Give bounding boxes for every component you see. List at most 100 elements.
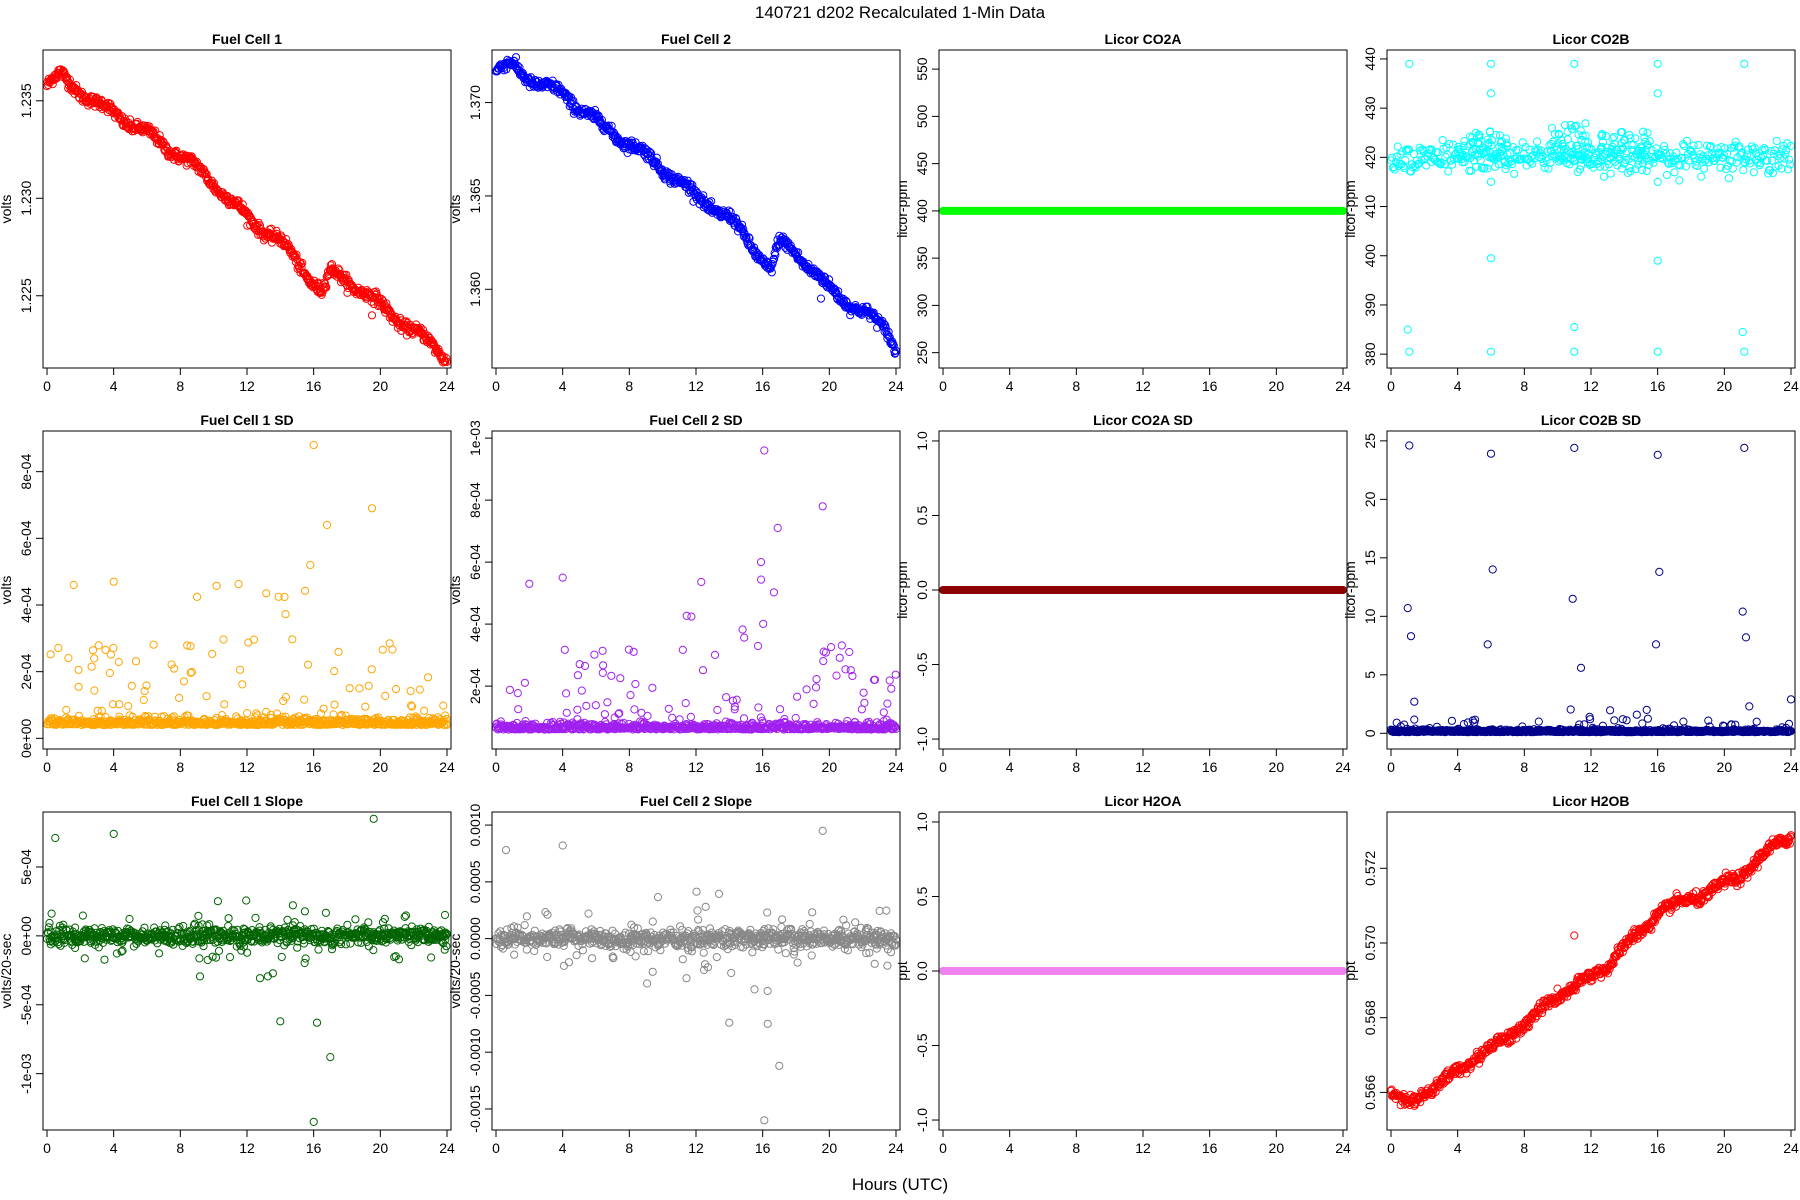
data-point xyxy=(1752,717,1761,726)
x-tick-label: 4 xyxy=(1454,378,1462,394)
data-point xyxy=(1560,156,1569,165)
x-tick-label: 20 xyxy=(1269,759,1285,775)
data-point xyxy=(883,699,892,708)
x-tick-label: 0 xyxy=(492,378,500,394)
data-point xyxy=(1561,144,1570,153)
data-point xyxy=(1445,140,1454,149)
data-point xyxy=(1659,142,1669,151)
data-point xyxy=(776,705,785,714)
data-point xyxy=(127,681,136,691)
data-point xyxy=(753,641,763,651)
data-point xyxy=(1557,135,1566,144)
x-tick-label: 8 xyxy=(1520,759,1528,775)
data-point xyxy=(93,706,102,715)
data-point xyxy=(364,681,373,690)
data-point xyxy=(738,220,747,229)
y-axis-label: licor-ppm xyxy=(1342,180,1358,238)
data-point xyxy=(577,686,586,695)
data-point xyxy=(603,698,612,707)
y-tick-label: 300 xyxy=(914,294,930,318)
data-point xyxy=(1618,145,1627,154)
data-point xyxy=(1784,165,1793,174)
data-point xyxy=(309,717,318,726)
data-point xyxy=(93,95,103,104)
data-point xyxy=(151,126,160,135)
data-point xyxy=(812,675,821,684)
data-point xyxy=(1641,145,1651,155)
data-point xyxy=(1686,146,1695,155)
data-points xyxy=(1386,441,1796,737)
data-point xyxy=(65,75,75,84)
data-point xyxy=(770,254,779,263)
data-point xyxy=(313,720,322,729)
y-tick-label: 410 xyxy=(1362,195,1378,219)
data-point xyxy=(837,641,846,650)
data-point xyxy=(222,718,231,727)
data-point xyxy=(106,650,116,659)
y-tick-label: 1.0 xyxy=(914,431,930,451)
data-point xyxy=(1653,347,1662,356)
data-point xyxy=(97,706,106,716)
data-point xyxy=(88,646,98,655)
data-point xyxy=(1653,59,1662,68)
data-point xyxy=(562,689,571,698)
data-point xyxy=(1474,138,1483,147)
data-point xyxy=(1661,149,1671,158)
data-point xyxy=(1786,695,1796,704)
data-point xyxy=(1621,155,1630,165)
data-point xyxy=(374,713,383,722)
data-point xyxy=(1572,121,1581,130)
data-point xyxy=(184,711,193,720)
y-tick-label: 1.365 xyxy=(467,178,483,213)
data-point xyxy=(1682,136,1692,145)
data-point xyxy=(237,720,246,730)
data-points xyxy=(1386,59,1796,356)
data-point xyxy=(692,187,701,196)
data-point xyxy=(1634,156,1643,165)
data-point xyxy=(648,683,657,692)
data-point xyxy=(1775,150,1784,159)
data-point xyxy=(1743,150,1752,159)
data-point xyxy=(105,668,115,678)
data-point xyxy=(1479,149,1488,158)
y-tick-label: 6e-04 xyxy=(467,544,483,580)
panel-title: Fuel Cell 2 xyxy=(661,31,731,47)
data-point xyxy=(1717,143,1726,152)
data-point xyxy=(598,668,607,678)
data-point xyxy=(322,283,331,292)
data-point xyxy=(1651,640,1661,649)
data-point xyxy=(1606,154,1615,163)
plot-frame xyxy=(491,430,901,750)
data-point xyxy=(591,701,600,710)
data-point xyxy=(1456,145,1465,154)
x-tick-label: 8 xyxy=(1072,759,1080,775)
data-point xyxy=(304,660,313,669)
data-point xyxy=(832,671,841,680)
data-point xyxy=(791,713,800,723)
data-point xyxy=(1606,169,1615,178)
y-tick-label: 5 xyxy=(1362,671,1378,679)
data-point xyxy=(599,661,608,670)
data-point xyxy=(341,711,350,720)
x-tick-label: 12 xyxy=(1583,759,1599,775)
data-point xyxy=(631,679,640,689)
data-point xyxy=(101,720,110,729)
data-point xyxy=(1570,323,1579,332)
data-point xyxy=(272,709,282,718)
data-point xyxy=(1699,152,1708,161)
x-tick-label: 0 xyxy=(1387,759,1395,775)
data-point xyxy=(1495,131,1505,140)
data-point xyxy=(1393,142,1402,151)
x-tick-label: 4 xyxy=(110,378,118,394)
data-point xyxy=(109,577,118,586)
data-point xyxy=(336,716,345,725)
data-point xyxy=(330,700,339,709)
data-point xyxy=(647,149,656,158)
data-point xyxy=(1668,157,1677,166)
y-tick-label: 440 xyxy=(1362,47,1378,71)
data-point xyxy=(1739,166,1748,175)
data-point xyxy=(175,693,184,703)
data-points xyxy=(42,814,452,1127)
data-point xyxy=(233,714,242,723)
